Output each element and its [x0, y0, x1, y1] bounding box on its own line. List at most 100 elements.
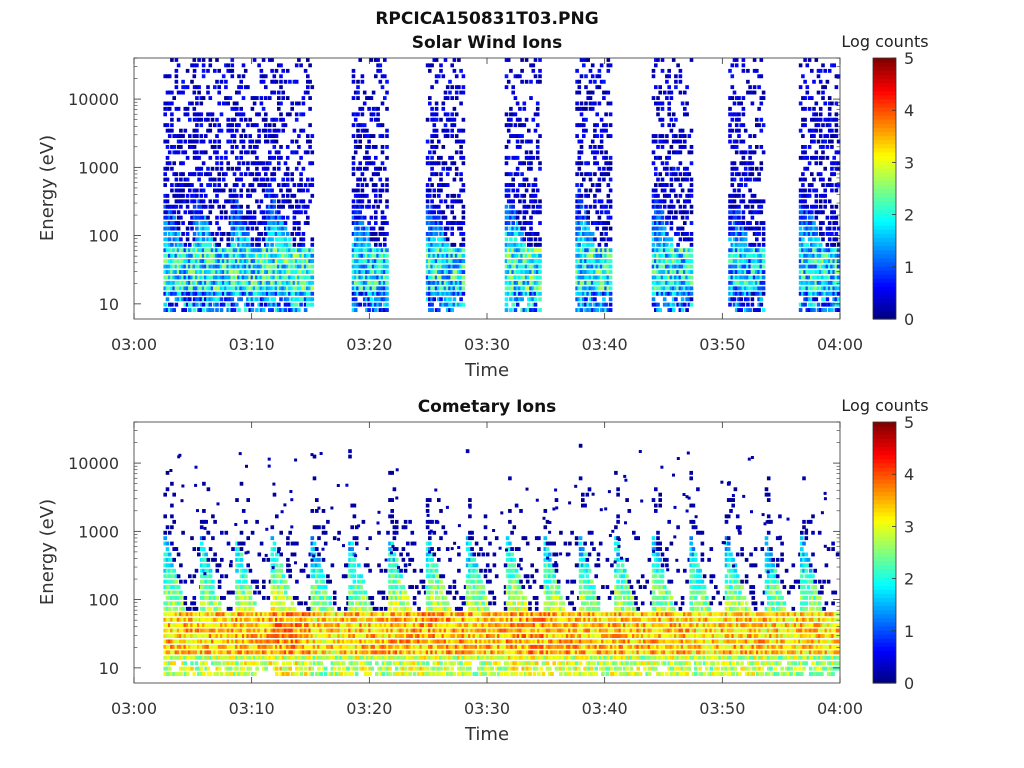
- spectrogram-cell: [226, 242, 230, 247]
- spectrogram-cell: [195, 215, 199, 220]
- spectrogram-cell: [527, 221, 531, 225]
- spectrogram-cell: [608, 199, 613, 204]
- spectrogram-cell: [358, 145, 362, 149]
- spectrogram-cell: [606, 193, 611, 198]
- spectrogram-cell: [383, 264, 387, 269]
- spectrogram-cell: [459, 264, 463, 269]
- spectrogram-cell: [221, 74, 226, 79]
- spectrogram-cell: [678, 68, 683, 73]
- spectrogram-cell: [654, 188, 658, 193]
- spectrogram-cell: [825, 264, 830, 269]
- spectrogram-cell: [599, 259, 604, 264]
- spectrogram-cell: [520, 242, 524, 247]
- spectrogram-cell: [509, 134, 513, 138]
- spectrogram-cell: [522, 308, 527, 312]
- spectrogram-cell: [434, 79, 439, 84]
- spectrogram-cell: [748, 188, 752, 193]
- spectrogram-cell: [430, 139, 434, 144]
- spectrogram-cell: [306, 85, 310, 90]
- spectrogram-cell: [671, 112, 676, 117]
- spectrogram-cell: [183, 308, 188, 312]
- spectrogram-cell: [265, 291, 270, 296]
- spectrogram-cell: [378, 302, 383, 307]
- spectrogram-cell: [362, 128, 367, 133]
- spectrogram-cell: [520, 259, 524, 264]
- spectrogram-cell: [268, 232, 272, 236]
- spectrogram-cell: [660, 275, 665, 280]
- spectrogram-cell: [678, 280, 683, 285]
- spectrogram-cell: [509, 112, 513, 117]
- spectrogram-cell: [761, 308, 766, 312]
- spectrogram-cell: [303, 68, 308, 73]
- spectrogram-cell: [459, 172, 463, 177]
- spectrogram-cell: [285, 275, 290, 280]
- spectrogram-cell: [235, 210, 239, 215]
- spectrogram-cell: [665, 286, 669, 291]
- spectrogram-cell: [308, 139, 312, 144]
- spectrogram-cell: [445, 193, 450, 198]
- spectrogram-cell: [195, 264, 199, 269]
- spectrogram-cell: [358, 193, 362, 198]
- spectrogram-cell: [383, 286, 387, 291]
- spectrogram-cell: [678, 286, 683, 291]
- spectrogram-cell: [285, 286, 290, 291]
- spectrogram-cell: [588, 172, 593, 177]
- spectrogram-cell: [728, 237, 732, 242]
- spectrogram-cell: [450, 128, 454, 133]
- spectrogram-cell: [755, 308, 759, 312]
- spectrogram-cell: [755, 291, 759, 296]
- spectrogram-cell: [441, 302, 446, 307]
- spectrogram-cell: [676, 242, 680, 247]
- spectrogram-cell: [687, 188, 692, 193]
- spectrogram-cell: [586, 264, 590, 269]
- spectrogram-cell: [301, 291, 306, 296]
- spectrogram-cell: [671, 139, 676, 144]
- spectrogram-cell: [163, 199, 167, 204]
- spectrogram-cell: [374, 183, 378, 187]
- colorbar-segment: [873, 98, 896, 104]
- spectrogram-cell: [509, 199, 513, 204]
- spectrogram-cell: [577, 123, 582, 128]
- spectrogram-cell: [654, 286, 658, 291]
- spectrogram-cell: [748, 242, 752, 247]
- spectrogram-cell: [606, 210, 611, 215]
- spectrogram-cell: [741, 161, 746, 166]
- spectrogram-cell: [588, 204, 593, 209]
- spectrogram-cell: [685, 280, 689, 285]
- spectrogram-cell: [243, 264, 248, 269]
- spectrogram-cell: [805, 253, 810, 258]
- spectrogram-cell: [579, 193, 584, 198]
- spectrogram-cell: [535, 253, 540, 258]
- spectrogram-cell: [290, 253, 294, 258]
- spectrogram-cell: [816, 248, 821, 253]
- spectrogram-cell: [667, 215, 671, 220]
- spectrogram-cell: [181, 264, 185, 269]
- colorbar-segment: [873, 135, 896, 141]
- spectrogram-cell: [217, 139, 221, 144]
- spectrogram-cell: [230, 308, 235, 312]
- spectrogram-cell: [575, 242, 579, 247]
- spectrogram-cell: [268, 161, 272, 166]
- colorbar-segment: [873, 245, 896, 251]
- spectrogram-cell: [739, 259, 743, 264]
- spectrogram-cell: [656, 215, 660, 220]
- spectrogram-cell: [367, 232, 371, 236]
- spectrogram-cell: [250, 161, 255, 166]
- spectrogram-cell: [461, 85, 466, 90]
- spectrogram-cell: [586, 308, 590, 312]
- spectrogram-cell: [825, 155, 830, 160]
- spectrogram-cell: [798, 155, 803, 160]
- spectrogram-cell: [432, 128, 437, 133]
- spectrogram-cell: [385, 264, 389, 269]
- spectrogram-cell: [577, 242, 582, 247]
- spectrogram-cell: [741, 215, 746, 220]
- spectrogram-cell: [667, 90, 671, 95]
- spectrogram-cell: [219, 253, 224, 258]
- spectrogram-cell: [292, 79, 297, 84]
- spectrogram-cell: [188, 145, 192, 149]
- spectrogram-cell: [443, 58, 448, 62]
- spectrogram-cell: [235, 215, 239, 220]
- spectrogram-cell: [814, 253, 819, 258]
- spectrogram-cell: [527, 237, 531, 242]
- spectrogram-cell: [190, 302, 194, 307]
